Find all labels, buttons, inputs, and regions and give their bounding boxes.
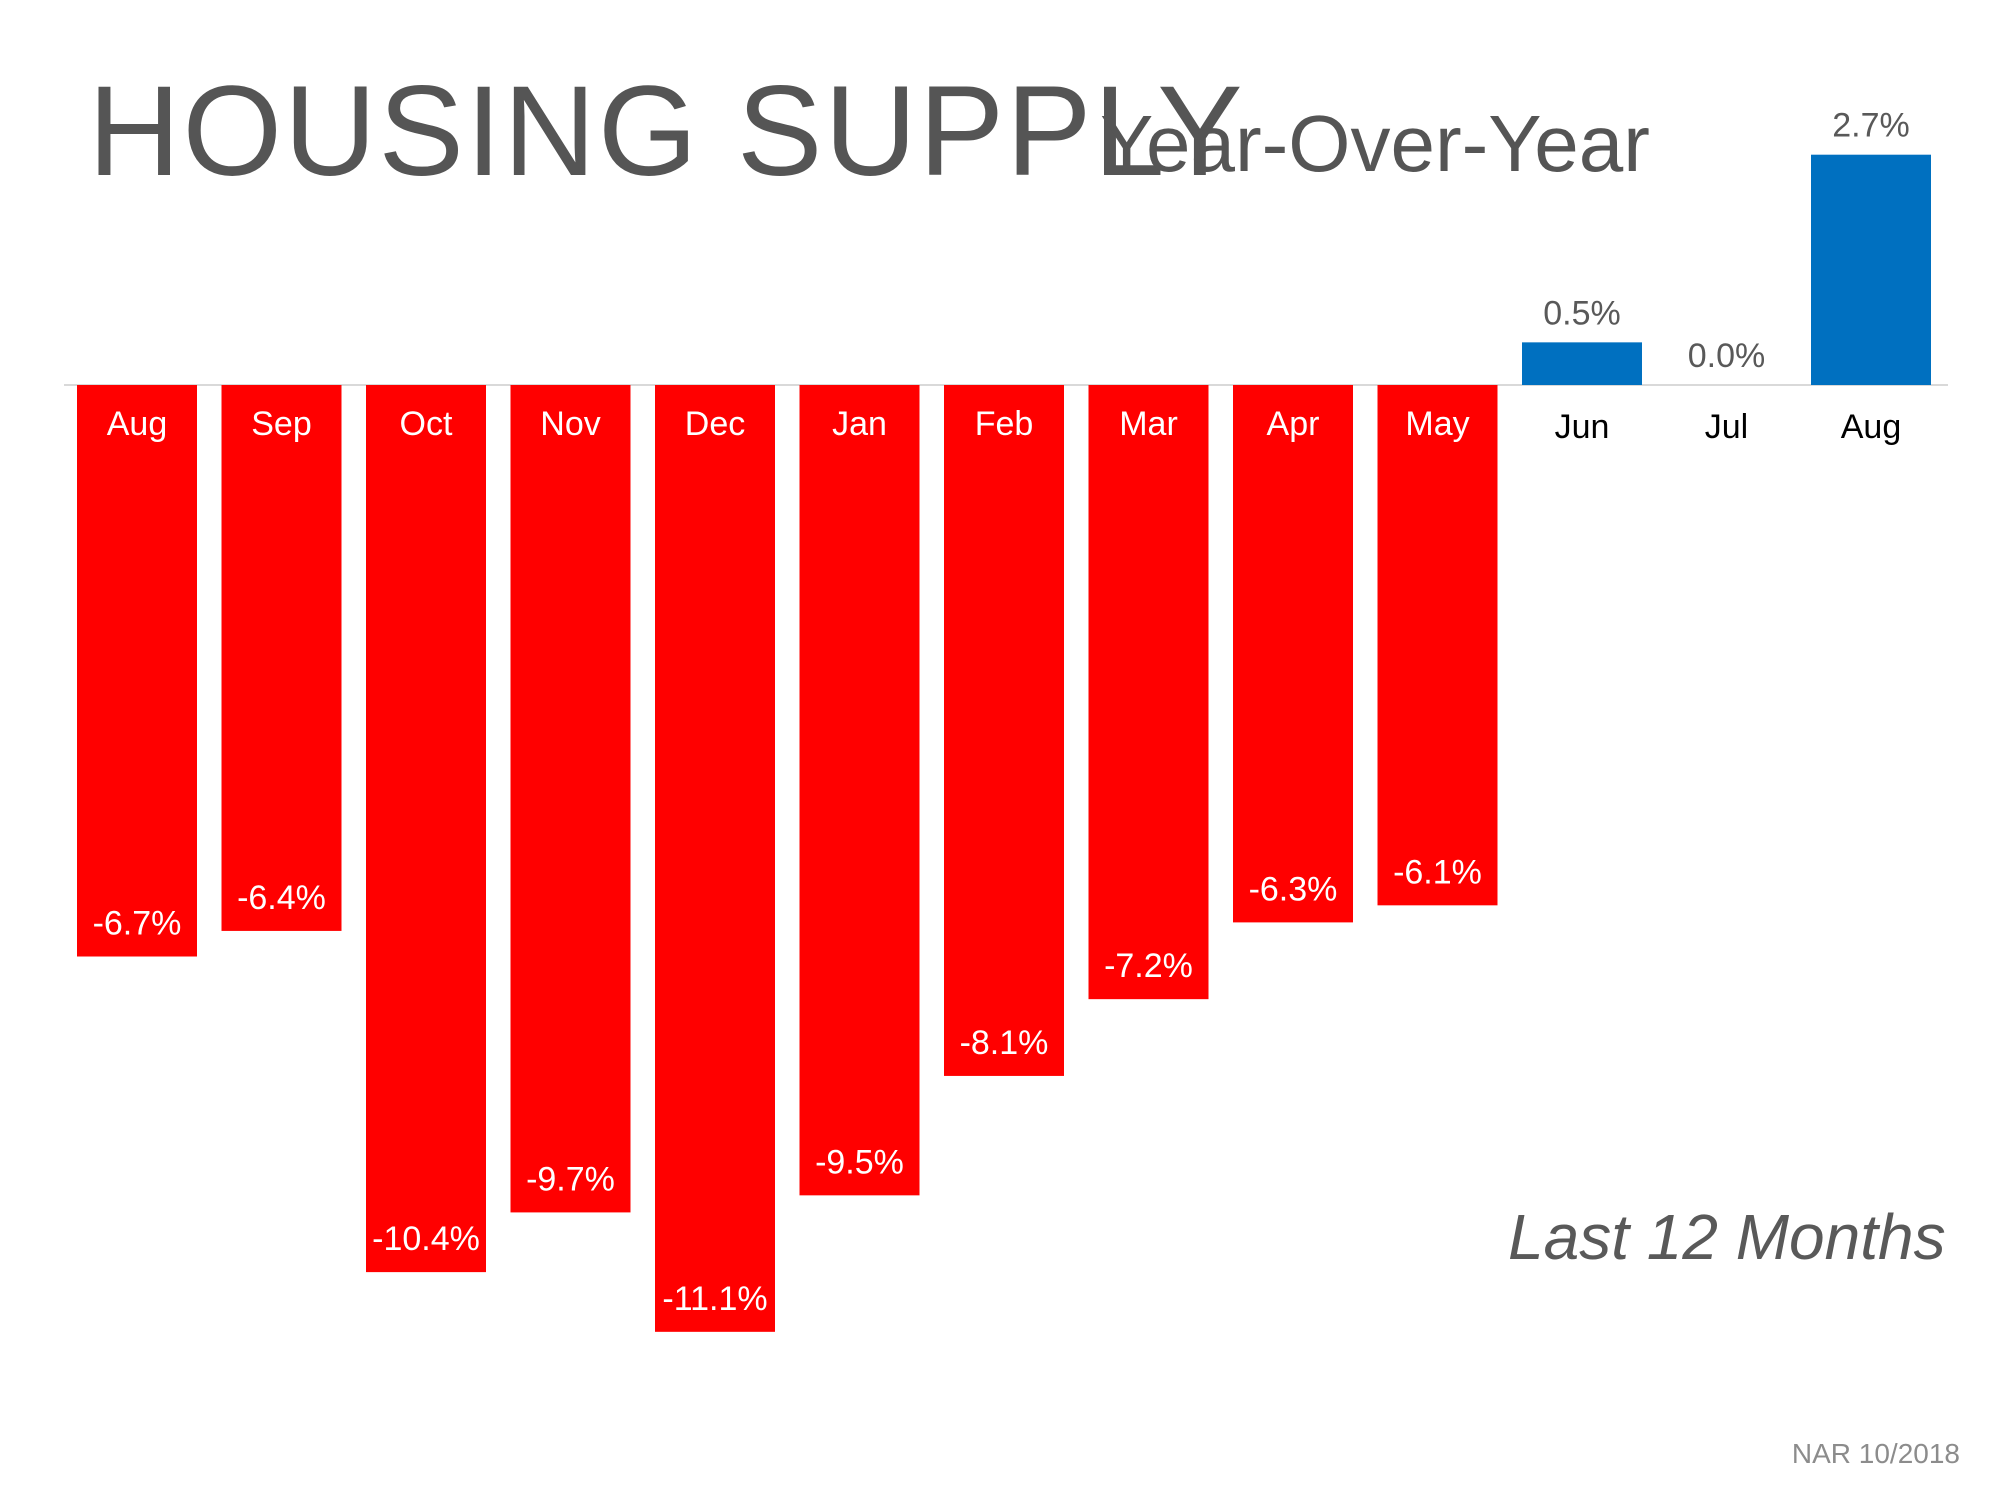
category-label: May [1405, 405, 1469, 443]
chart-title: HOUSING SUPPLY [88, 60, 1245, 203]
bar-9 [1233, 385, 1353, 923]
category-label: Aug [1841, 408, 1902, 446]
data-label: -6.4% [237, 879, 326, 917]
bar-7 [944, 385, 1064, 1076]
data-label: 0.0% [1688, 337, 1766, 375]
category-label: Aug [107, 405, 168, 443]
category-label: Jun [1555, 408, 1610, 446]
category-label: Nov [540, 405, 600, 443]
category-label: Sep [251, 405, 312, 443]
data-label: 0.5% [1543, 294, 1621, 332]
data-label: -8.1% [960, 1024, 1049, 1062]
bar-10 [1377, 385, 1498, 906]
category-label: Dec [685, 405, 745, 443]
data-label: -6.3% [1249, 870, 1338, 908]
category-label: Oct [400, 405, 453, 443]
bar-6 [799, 385, 920, 1196]
bar-1 [77, 385, 197, 957]
data-label: -11.1% [662, 1280, 767, 1318]
data-label: -6.7% [93, 905, 182, 943]
bar-2 [221, 385, 342, 931]
data-label: -9.5% [815, 1143, 904, 1181]
source-note: NAR 10/2018 [1791, 1438, 1960, 1469]
bar-13 [1811, 154, 1931, 385]
bar-4 [510, 385, 631, 1213]
category-label: Apr [1267, 405, 1320, 443]
category-label: Mar [1119, 405, 1178, 443]
data-label: -6.1% [1393, 853, 1482, 891]
chart-annotation: Last 12 Months [1508, 1201, 1946, 1273]
data-label: -7.2% [1104, 947, 1193, 985]
bar-11 [1522, 342, 1642, 385]
bar-5 [655, 385, 775, 1332]
data-label: -10.4% [372, 1220, 480, 1258]
bar-3 [366, 385, 486, 1273]
category-label: Feb [975, 405, 1034, 443]
data-label: 2.7% [1832, 107, 1910, 145]
category-label: Jul [1705, 408, 1748, 446]
data-label: -9.7% [526, 1160, 615, 1198]
category-label: Jan [832, 405, 887, 443]
chart-subtitle: Year-Over-Year [1100, 99, 1650, 188]
bar-8 [1088, 385, 1209, 1000]
